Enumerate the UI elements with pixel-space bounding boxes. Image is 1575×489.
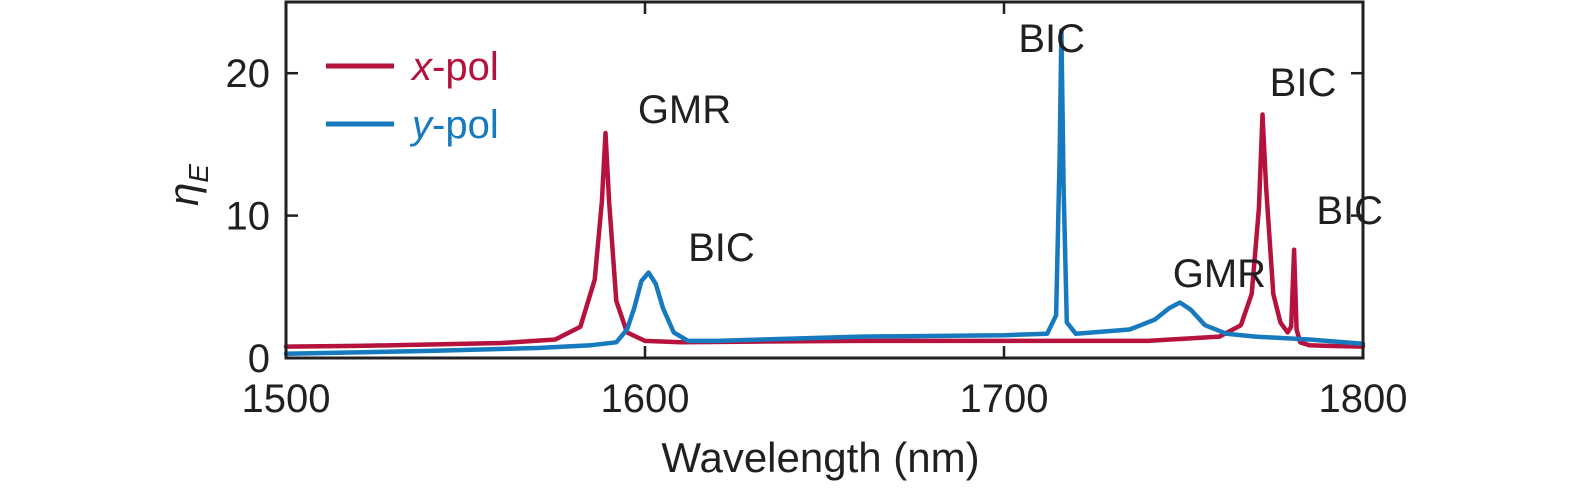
series-line-x-pol [283,112,1366,349]
x-tick-label: 1600 [601,377,690,421]
series-lines [283,28,1366,356]
y-tick-label: 0 [248,337,270,381]
x-tick-label: 1700 [960,377,1049,421]
x-axis-label: Wavelength (nm) [661,434,979,481]
plot-frame [284,0,1365,360]
y-axis-label: ηE [160,164,214,206]
y-tick-label: 10 [226,195,271,239]
series-line-y-pol [283,28,1366,356]
legend-label: x-pol [410,45,499,89]
peak-annotation: GMR [1173,252,1266,296]
peak-annotation: BIC [1018,17,1085,61]
peak-annotation: BIC [1316,189,1383,233]
annotations: GMR BIC BIC GMR BIC BIC [638,17,1383,296]
y-tick-label: 20 [226,52,271,96]
x-tick-label: 1800 [1319,377,1408,421]
peak-annotation: GMR [638,88,731,132]
legend-label: y-pol [409,103,499,147]
axes: 1500 1600 1700 1800 0 10 20 Wavelength (nm) ηE [160,0,1408,481]
peak-annotation: BIC [688,226,755,270]
x-tick-label: 1500 [242,377,331,421]
peak-annotation: BIC [1270,61,1337,105]
legend: x-pol y-pol [326,45,499,147]
